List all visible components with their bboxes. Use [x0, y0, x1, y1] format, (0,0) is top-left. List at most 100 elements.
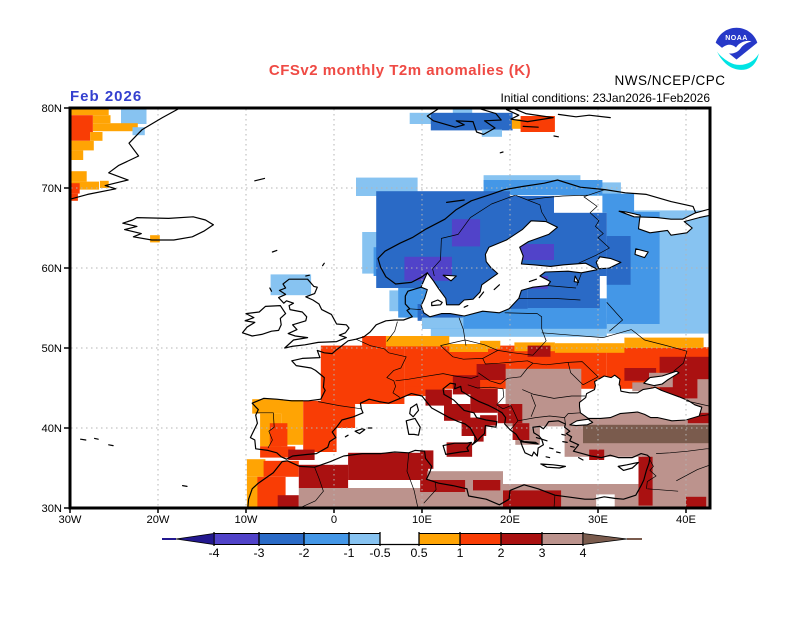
axis-label-lon: 40E — [676, 514, 696, 526]
water-bodies — [420, 208, 710, 427]
coast-oland — [478, 291, 485, 299]
axis-label-lon: 30W — [58, 514, 81, 526]
border-rs-bg — [530, 394, 536, 417]
anomaly-cell — [385, 336, 450, 347]
anomaly-cell — [687, 412, 710, 424]
coast-corsica — [409, 403, 420, 418]
coast-azores-1 — [80, 438, 87, 441]
coast-arctic-islets — [557, 113, 611, 119]
axis-label-lat: 30N — [41, 503, 62, 515]
colorbar-tick-label: -3 — [254, 546, 265, 560]
coast-chios — [562, 441, 568, 443]
country-borders — [255, 189, 710, 508]
axis-label-lat: 50N — [41, 343, 62, 355]
coast-gotland — [493, 284, 500, 291]
border-cz — [440, 339, 499, 360]
anomaly-cell — [362, 336, 386, 347]
border-by-ua — [541, 329, 632, 338]
axis-label-lon: 30E — [588, 514, 608, 526]
axis-label-lon: 0 — [331, 514, 337, 526]
anomaly-cell — [481, 129, 502, 137]
map-frame — [68, 106, 712, 510]
border-balkan-west — [467, 384, 519, 421]
border-md-1 — [568, 361, 599, 386]
anomaly-cell — [320, 345, 405, 404]
anomaly-cell — [589, 449, 605, 460]
border-alps — [395, 373, 455, 382]
border-eg-ly — [553, 495, 556, 508]
anomaly-cell — [260, 446, 296, 458]
coast-hebrides — [269, 287, 273, 292]
anomaly-cell — [303, 400, 356, 428]
anomaly-cell — [270, 274, 312, 296]
anomaly-cell — [70, 181, 99, 190]
sea-lake-peipus — [573, 275, 580, 283]
forecast-period-label: Feb 2026 — [70, 88, 143, 105]
gridlines — [71, 109, 709, 507]
sea-sea-of-azov — [643, 370, 680, 387]
anomaly-cell — [449, 344, 488, 352]
coast-greenland — [70, 108, 181, 200]
coast-saaremaa — [528, 278, 537, 283]
coast-cyclades-2 — [556, 451, 561, 454]
coast-euboea — [535, 437, 548, 442]
colorbar-segment — [348, 533, 381, 545]
coast-hopen — [553, 135, 559, 138]
colorbar: -4 -3 -2 -1 -0.5 0.5 1 2 3 4 — [162, 532, 642, 560]
coast-shetland — [322, 262, 325, 267]
colorbar-segment — [500, 533, 543, 545]
border-lv-ee — [547, 285, 577, 289]
anomaly-cell — [527, 345, 551, 357]
coast-madeira — [182, 485, 188, 487]
coast-great-britain — [278, 278, 350, 349]
border-ly-tn — [423, 482, 437, 504]
border-pt-es — [255, 412, 275, 449]
border-sk-hu — [482, 358, 534, 365]
coast-bornholm — [463, 305, 469, 308]
coast-zealand — [431, 299, 443, 307]
border-no-ru — [588, 189, 606, 196]
border-tr-sy — [656, 448, 710, 454]
coast-norway-atlantic-coast — [377, 179, 606, 285]
colorbar-segment — [418, 533, 461, 545]
coast-samos — [570, 445, 575, 448]
border-ma-dz — [301, 467, 324, 508]
colorbar-tick-label: 0.5 — [410, 546, 427, 560]
coast-faroe — [271, 249, 278, 253]
colorbar-tick-label: -2 — [299, 546, 310, 560]
colorbar-tick-label: -4 — [209, 546, 220, 560]
colorbar-segment — [213, 533, 260, 545]
border-pl-east — [497, 312, 547, 356]
border-caucasus — [685, 400, 710, 407]
anomaly-cell — [686, 496, 707, 508]
axis-label-lon: 10W — [234, 514, 257, 526]
colorbar-arrow-right — [582, 533, 628, 545]
coast-crete — [540, 463, 566, 469]
anomaly-cell — [70, 132, 91, 141]
border-fr-es — [318, 401, 362, 410]
axis-label-lat: 60N — [41, 263, 62, 275]
anomaly-cell — [132, 127, 145, 136]
border-nl-de — [386, 321, 398, 342]
anomaly-cell — [476, 364, 506, 380]
coast-azores-2 — [94, 437, 99, 440]
sea-white-sea — [618, 208, 710, 236]
anomaly-cell — [473, 480, 501, 491]
anomaly-cell — [520, 244, 554, 260]
noaa-logo-text: NOAA — [725, 35, 748, 42]
sea-sea-of-marmara — [569, 418, 594, 427]
anomaly-cell — [92, 123, 138, 132]
anomaly-cell — [70, 183, 80, 194]
coast-bosphorus — [587, 417, 591, 422]
anomaly-cell — [70, 193, 78, 201]
anomaly-cell — [583, 424, 710, 444]
anomaly-cell — [150, 235, 160, 243]
anomaly-cell — [642, 456, 710, 485]
coast-cyprus — [617, 461, 640, 471]
coastlines — [70, 108, 697, 508]
init-conditions-label: Initial conditions: 23Jan2026-1Feb2026 — [500, 91, 710, 105]
colorbar-segment — [541, 533, 584, 545]
